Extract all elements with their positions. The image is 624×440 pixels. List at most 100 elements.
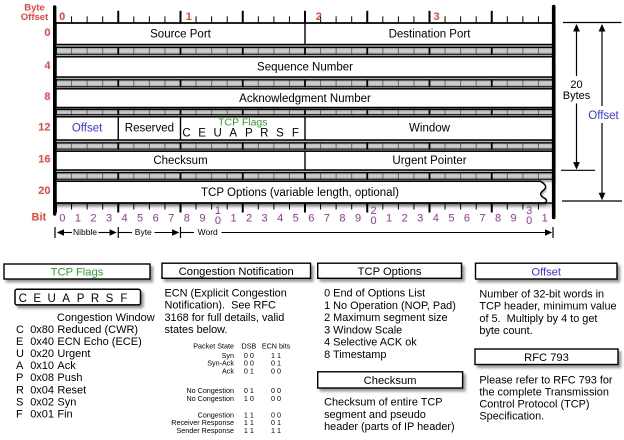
svg-text:U: U [16, 348, 24, 360]
svg-text:A: A [229, 128, 237, 140]
svg-text:8: 8 [495, 212, 501, 224]
svg-text:Push: Push [57, 372, 82, 384]
svg-text:E: E [198, 128, 206, 140]
svg-text:4: 4 [121, 212, 127, 224]
svg-text:1: 1 [75, 212, 81, 224]
svg-text:Urgent Pointer: Urgent Pointer [392, 155, 466, 167]
svg-text:Specification.: Specification. [479, 410, 544, 422]
svg-text:0x08: 0x08 [30, 372, 54, 384]
svg-text:0 0: 0 0 [271, 394, 281, 403]
svg-text:TCP Options: TCP Options [358, 266, 422, 278]
svg-text:C: C [182, 128, 190, 140]
svg-text:TCP header, minimum value: TCP header, minimum value [479, 301, 616, 313]
svg-text:0: 0 [371, 215, 377, 227]
svg-text:ECN (Explicit Congestion: ECN (Explicit Congestion [165, 288, 287, 300]
svg-text:A: A [16, 360, 24, 372]
svg-text:Congestion Window: Congestion Window [57, 312, 155, 324]
svg-text:8: 8 [339, 212, 345, 224]
svg-text:R: R [260, 128, 268, 140]
svg-text:Word: Word [198, 227, 218, 237]
svg-text:Number of 32-bit words in: Number of 32-bit words in [479, 288, 604, 300]
svg-text:Bit: Bit [32, 211, 47, 223]
svg-text:0 0: 0 0 [244, 359, 254, 368]
svg-text:0x20: 0x20 [30, 348, 54, 360]
svg-text:1 1: 1 1 [244, 410, 254, 419]
svg-text:12: 12 [38, 121, 50, 133]
svg-text:Reset: Reset [57, 384, 86, 396]
svg-text:No Congestion: No Congestion [186, 394, 234, 403]
svg-text:Receiver Response: Receiver Response [171, 418, 234, 427]
svg-text:0: 0 [215, 215, 221, 227]
svg-text:1: 1 [542, 212, 548, 224]
svg-text:R: R [16, 384, 24, 396]
svg-text:0x80: 0x80 [30, 324, 54, 336]
svg-text:2: 2 [316, 11, 322, 23]
svg-text:3: 3 [434, 11, 440, 23]
svg-text:0x01: 0x01 [30, 408, 54, 420]
svg-text:8: 8 [184, 212, 190, 224]
svg-text:2: 2 [371, 205, 377, 217]
svg-text:Offset: Offset [21, 12, 49, 23]
svg-text:Source Port: Source Port [150, 28, 212, 40]
svg-text:0: 0 [59, 212, 65, 224]
svg-text:Window: Window [409, 123, 451, 135]
svg-text:2: 2 [90, 212, 96, 224]
svg-text:TCP Flags: TCP Flags [218, 116, 267, 128]
svg-text:P: P [245, 128, 253, 140]
svg-text:RFC 793: RFC 793 [524, 352, 569, 364]
svg-text:1: 1 [386, 212, 392, 224]
svg-text:4: 4 [433, 212, 439, 224]
svg-text:8: 8 [44, 91, 50, 103]
svg-text:6: 6 [153, 212, 159, 224]
svg-text:Bytes: Bytes [563, 90, 591, 102]
svg-text:1 1: 1 1 [271, 351, 281, 360]
svg-text:DSB: DSB [242, 342, 257, 351]
svg-text:states below.: states below. [165, 324, 228, 336]
svg-text:Packet State: Packet State [193, 342, 234, 351]
svg-text:0 0: 0 0 [271, 367, 281, 376]
svg-text:7: 7 [324, 212, 330, 224]
svg-text:ECN bits: ECN bits [262, 342, 291, 351]
svg-text:0 End of Options List: 0 End of Options List [324, 288, 425, 300]
svg-text:segment and pseudo: segment and pseudo [324, 409, 426, 421]
svg-text:1: 1 [230, 212, 236, 224]
svg-text:Congestion: Congestion [198, 410, 234, 419]
svg-text:0x10: 0x10 [30, 360, 54, 372]
svg-text:TCP Flags: TCP Flags [51, 267, 104, 279]
svg-text:0 0: 0 0 [271, 386, 281, 395]
svg-text:2 Maximum segment size: 2 Maximum segment size [324, 312, 447, 324]
svg-text:3 Window Scale: 3 Window Scale [324, 324, 402, 336]
svg-text:C: C [16, 324, 24, 336]
svg-text:3: 3 [526, 205, 532, 217]
svg-text:3: 3 [262, 212, 268, 224]
svg-text:Checksum: Checksum [364, 375, 417, 387]
svg-text:Offset: Offset [588, 110, 619, 122]
svg-text:0 0: 0 0 [271, 410, 281, 419]
svg-text:F: F [292, 128, 299, 140]
svg-text:of 5. Multiply by 4 to get: of 5. Multiply by 4 to get [479, 313, 597, 325]
svg-text:20: 20 [570, 79, 582, 91]
svg-text:S: S [106, 293, 114, 305]
svg-text:Offset: Offset [531, 266, 562, 278]
svg-text:Urgent: Urgent [57, 348, 90, 360]
svg-text:Acknowledgment Number: Acknowledgment Number [239, 93, 371, 105]
svg-text:1 1: 1 1 [244, 426, 254, 435]
svg-text:F: F [120, 293, 127, 305]
svg-text:0 1: 0 1 [271, 418, 281, 427]
svg-text:0: 0 [44, 27, 50, 39]
svg-text:F: F [16, 408, 23, 420]
svg-text:ECN Echo (ECE): ECN Echo (ECE) [57, 336, 141, 348]
svg-text:Ack: Ack [57, 360, 76, 372]
svg-text:Control Protocol (TCP): Control Protocol (TCP) [479, 398, 589, 410]
svg-text:7: 7 [479, 212, 485, 224]
svg-text:Congestion Notification: Congestion Notification [179, 266, 294, 278]
svg-text:byte count.: byte count. [479, 325, 532, 337]
svg-text:1 0: 1 0 [244, 394, 254, 403]
svg-text:Reduced (CWR): Reduced (CWR) [57, 324, 138, 336]
svg-text:S: S [276, 128, 284, 140]
svg-text:20: 20 [38, 185, 50, 197]
svg-text:2: 2 [246, 212, 252, 224]
svg-text:2: 2 [402, 212, 408, 224]
svg-text:1 No Operation (NOP, Pad): 1 No Operation (NOP, Pad) [324, 300, 456, 312]
svg-text:0x40: 0x40 [30, 336, 54, 348]
